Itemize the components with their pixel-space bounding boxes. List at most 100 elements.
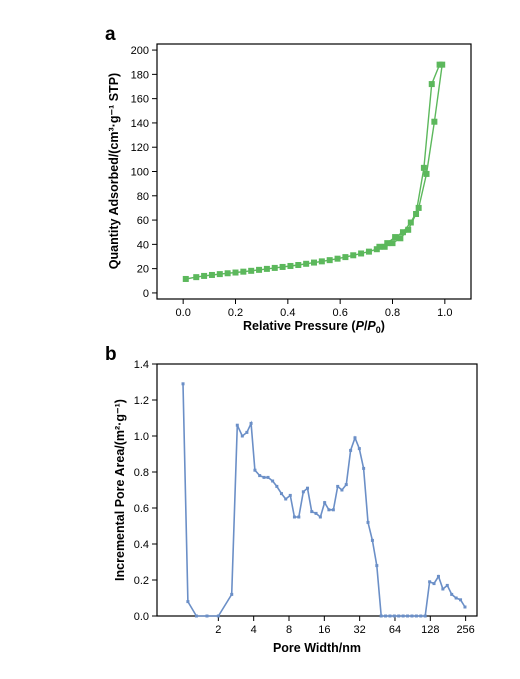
data-point — [232, 269, 239, 276]
data-point — [410, 614, 414, 618]
data-point — [375, 564, 379, 568]
data-point — [224, 270, 231, 277]
data-point — [310, 510, 314, 514]
data-point — [397, 614, 401, 618]
data-point — [423, 614, 427, 618]
data-point — [384, 240, 391, 247]
y-tick-label: 1.4 — [134, 359, 149, 371]
y-tick-label: 140 — [131, 118, 149, 130]
data-point — [318, 258, 325, 265]
y-tick-label: 180 — [131, 69, 149, 81]
data-point — [181, 382, 185, 386]
data-point — [287, 262, 294, 269]
y-tick-label: 20 — [137, 264, 149, 276]
y-tick-label: 0.6 — [134, 503, 149, 515]
series-line — [379, 64, 443, 248]
data-point — [245, 430, 249, 434]
panel-b-letter: b — [105, 344, 117, 365]
data-point — [288, 493, 292, 497]
data-point — [450, 592, 454, 596]
data-point — [258, 474, 262, 478]
y-tick-label: 0.0 — [134, 611, 149, 623]
y-tick-label: 100 — [131, 167, 149, 179]
data-point — [253, 468, 257, 472]
panel-a-x-title-part: ) — [381, 319, 385, 333]
data-point — [327, 508, 331, 512]
panel-a-x-title-part: 0 — [376, 325, 381, 335]
series-line — [185, 64, 441, 280]
data-point — [357, 447, 361, 451]
data-point — [240, 268, 247, 275]
panel-a-x-axis-title: Relative Pressure (P/P0) — [243, 319, 385, 335]
data-point — [314, 511, 318, 515]
panel-a-x-ticks: 0.0 0.2 0.4 0.6 0.8 1.0 — [176, 299, 452, 319]
data-point — [388, 614, 392, 618]
data-point — [279, 263, 286, 270]
data-point — [306, 486, 310, 490]
data-point — [284, 497, 288, 501]
x-tick-label: 1.0 — [437, 307, 452, 319]
x-tick-label: 256 — [456, 624, 474, 636]
data-point — [216, 271, 223, 278]
panel-a-letter: a — [105, 24, 116, 45]
data-point — [240, 434, 244, 438]
panel-a-x-title-part: / — [364, 319, 368, 333]
panel-b-x-axis-title: Pore Width/nm — [273, 641, 361, 655]
panel-a-y-axis-title: Quantity Adsorbed/(cm³·g⁻¹ STP) — [107, 73, 121, 269]
x-tick-label: 8 — [286, 624, 292, 636]
data-point — [420, 164, 427, 171]
data-point — [406, 614, 410, 618]
data-point — [208, 271, 215, 278]
data-point — [463, 605, 467, 609]
data-point — [318, 515, 322, 519]
data-point — [193, 274, 200, 281]
data-point — [459, 598, 463, 602]
data-point — [342, 254, 349, 261]
data-point — [376, 243, 383, 250]
panel-b-y-axis-title: Incremental Pore Area/(m²·g⁻¹) — [113, 399, 127, 581]
data-point — [428, 81, 435, 88]
data-point — [301, 490, 305, 494]
data-point — [323, 501, 327, 505]
data-point — [311, 259, 317, 266]
data-point — [399, 229, 406, 236]
panel-b-frame — [156, 363, 478, 617]
data-point — [419, 614, 423, 618]
panel-b-y-ticks: 0.0 0.2 0.4 0.6 0.8 1.0 1.2 1.4 — [134, 359, 157, 623]
panel-b: b 0.00.20.40.60.81.01.21.4 2 4 8 16 32 64 128 2… — [105, 344, 478, 655]
y-tick-label: 0 — [143, 288, 149, 300]
y-tick-label: 80 — [137, 191, 149, 203]
data-point — [366, 520, 370, 524]
y-tick-label: 0.4 — [134, 539, 149, 551]
data-point — [295, 262, 302, 268]
data-point — [266, 475, 270, 479]
data-point — [353, 436, 357, 440]
data-point — [365, 248, 372, 255]
data-point — [344, 483, 348, 487]
panel-b-x-ticks: 2 4 8 16 32 64 128 256 — [215, 616, 475, 636]
data-point — [432, 582, 436, 586]
data-point — [370, 538, 374, 542]
panel-a-x-title-part: Relative Pressure ( — [243, 319, 356, 333]
x-tick-label: 2 — [215, 624, 221, 636]
data-point — [397, 235, 404, 242]
data-point — [271, 264, 278, 271]
data-point — [205, 614, 209, 618]
data-point — [194, 614, 198, 618]
y-tick-label: 200 — [131, 45, 149, 57]
data-point — [389, 240, 396, 247]
data-point — [256, 266, 263, 273]
data-point — [262, 475, 266, 479]
data-point — [392, 234, 399, 241]
data-point — [340, 488, 344, 492]
data-point — [384, 614, 388, 618]
data-point — [401, 614, 405, 618]
data-point — [249, 421, 253, 425]
panel-a-x-title-part: P — [367, 319, 376, 333]
data-point — [445, 583, 449, 587]
data-point — [362, 466, 366, 470]
data-point — [441, 587, 445, 591]
data-point — [381, 243, 388, 250]
